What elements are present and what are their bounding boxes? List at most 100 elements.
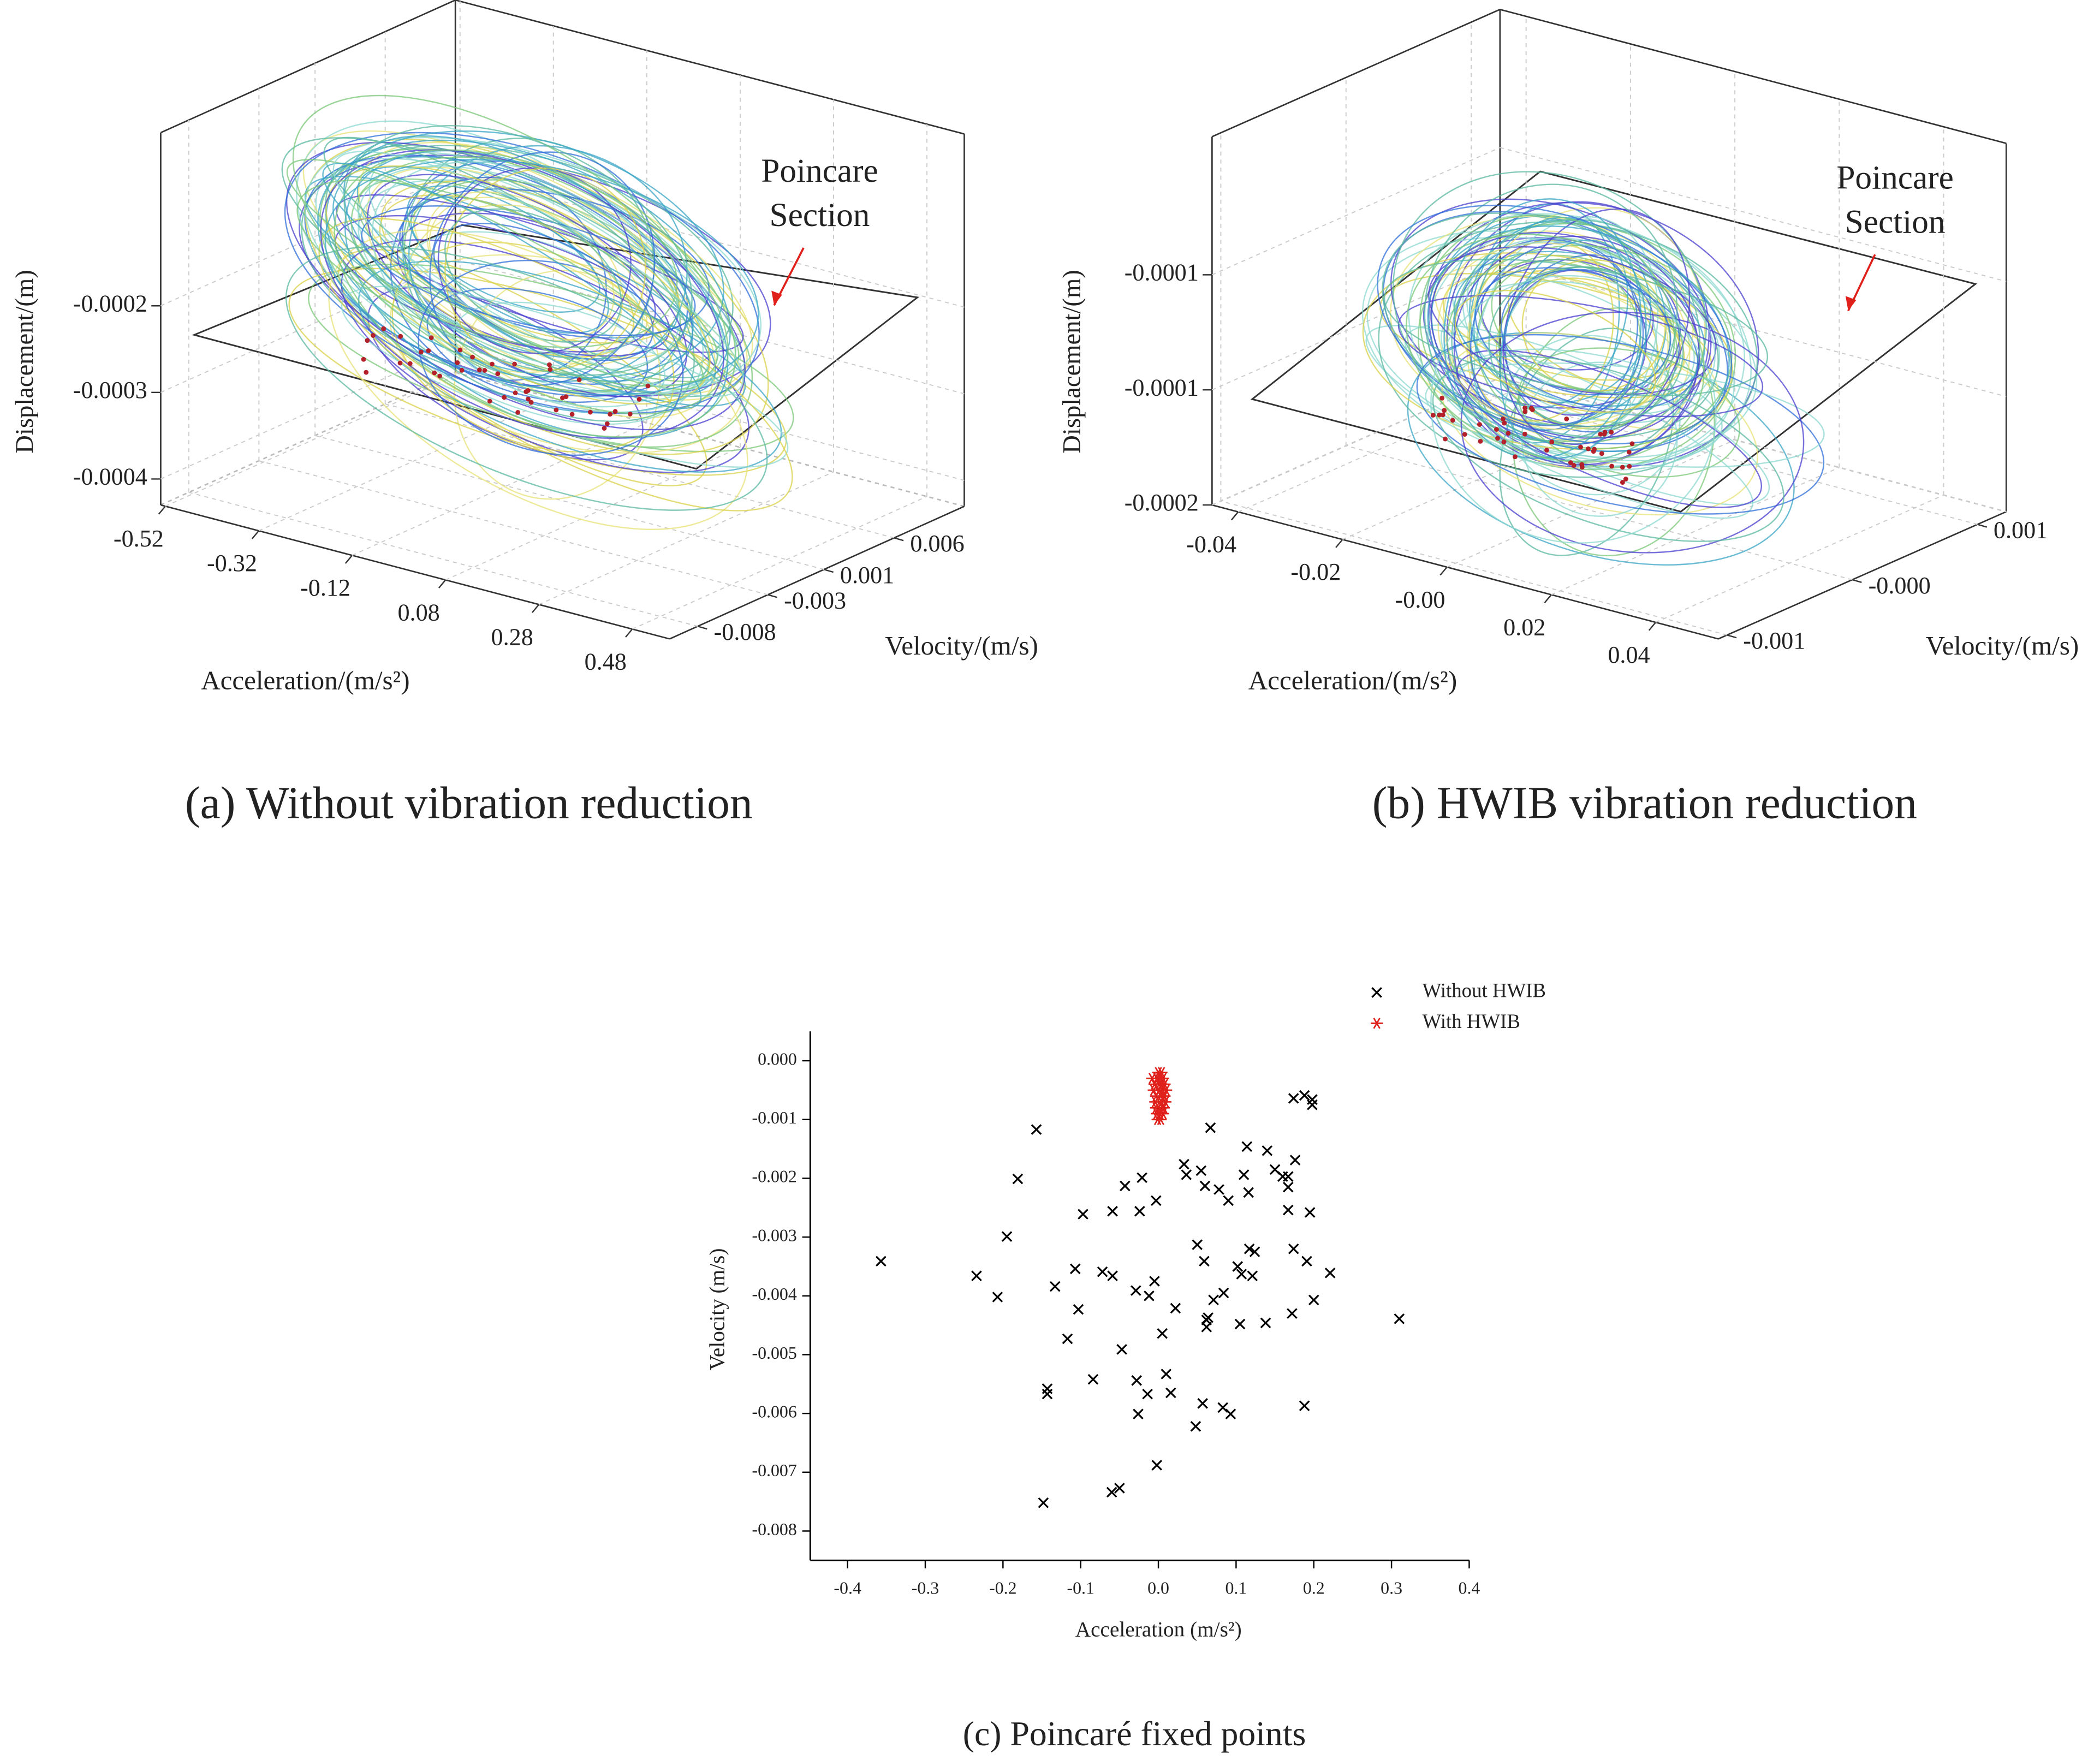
marker-stroke (1289, 1155, 1301, 1166)
section-point (1501, 439, 1507, 444)
marker-stroke (1158, 1067, 1165, 1078)
tick-mark (697, 626, 707, 630)
point (1031, 1124, 1042, 1135)
point (1149, 1276, 1160, 1287)
y-axis-title: Velocity/(m/s) (1926, 631, 2079, 661)
tick-mark (438, 579, 447, 588)
point (1371, 987, 1382, 998)
section-point (1501, 417, 1506, 421)
marker-stroke (1181, 1169, 1192, 1180)
grid-line (445, 447, 741, 581)
marker-stroke (1205, 1122, 1216, 1133)
marker-stroke (1243, 1187, 1254, 1198)
trajectory (328, 229, 748, 530)
section-point (1437, 412, 1442, 418)
marker-stroke (1373, 1018, 1381, 1029)
trajectory (304, 136, 762, 395)
trajectory (1424, 183, 1678, 442)
trajectory (1378, 221, 1758, 478)
x-tick-label: -0.3 (912, 1579, 939, 1598)
point (1217, 1402, 1228, 1413)
marker-stroke (1078, 1209, 1088, 1220)
marker-stroke (1238, 1169, 1250, 1180)
marker-stroke (1073, 1304, 1084, 1315)
marker-stroke (1042, 1388, 1053, 1400)
section-point (1627, 463, 1632, 469)
section-point (1530, 407, 1535, 413)
tick-mark (532, 604, 540, 613)
x-tick-label: 0.02 (1503, 614, 1545, 640)
section-point (523, 389, 529, 394)
point (1120, 1180, 1131, 1192)
z-tick-label: -0.0002 (1125, 489, 1199, 516)
grid-line (632, 496, 927, 630)
trajectory (343, 125, 693, 376)
section-point (419, 349, 424, 355)
marker-stroke (1260, 1317, 1271, 1329)
marker-stroke (1299, 1400, 1310, 1411)
z-tick-label: -0.0002 (73, 290, 147, 317)
section-point (397, 360, 403, 366)
marker-stroke (1137, 1172, 1147, 1184)
section-point (1544, 448, 1549, 453)
section-point (371, 333, 376, 338)
section-point (459, 367, 465, 373)
marker-stroke (1247, 1270, 1258, 1281)
marker-stroke (1150, 1195, 1162, 1206)
trajectory (358, 165, 681, 371)
marker-stroke (1151, 1460, 1162, 1471)
section-point (515, 410, 521, 415)
tick-mark (1544, 594, 1552, 603)
section-point (548, 367, 553, 372)
point (1012, 1173, 1024, 1185)
point (1137, 1172, 1147, 1184)
point (1161, 1369, 1172, 1380)
trajectory (1377, 204, 1733, 445)
x-tick-label: 0.48 (585, 648, 627, 675)
x-axis (160, 504, 670, 640)
section-point (1494, 427, 1499, 432)
legend-label: Without HWIB (1423, 979, 1546, 1002)
tick-mark (1727, 634, 1737, 639)
section-point (1506, 431, 1511, 436)
grid-line (160, 346, 456, 480)
marker-stroke (1097, 1266, 1108, 1277)
marker-stroke (1269, 1164, 1281, 1175)
marker-stroke (971, 1270, 982, 1281)
marker-stroke (1049, 1281, 1061, 1292)
trajectory (1473, 216, 1659, 465)
y-tick-label: -0.000 (1869, 572, 1931, 599)
marker-stroke (1155, 1078, 1163, 1090)
point (1133, 1408, 1144, 1420)
section-point (477, 367, 482, 372)
section-point (1564, 416, 1569, 421)
trajectory (288, 267, 787, 476)
marker-stroke (1304, 1207, 1316, 1218)
section-point (1502, 420, 1507, 426)
point (1097, 1266, 1108, 1277)
tick-mark (1648, 622, 1656, 631)
point (1155, 1114, 1167, 1125)
section-point (1440, 412, 1445, 418)
caption: (b) HWIB vibration reduction (1372, 778, 1917, 829)
box-edge (160, 371, 456, 506)
trajectory (368, 152, 737, 386)
tick-mark (344, 555, 353, 564)
marker-stroke (1012, 1173, 1024, 1185)
point (1038, 1497, 1049, 1508)
section-point (602, 426, 607, 431)
point (1288, 1093, 1299, 1104)
annotation: Section (770, 197, 870, 234)
x-tick-label: -0.12 (300, 574, 350, 601)
marker-stroke (1131, 1375, 1142, 1386)
marker-stroke (1152, 1102, 1160, 1114)
section-point (1495, 436, 1500, 441)
section-point (1629, 441, 1635, 447)
marker-stroke (1114, 1483, 1125, 1494)
marker-stroke (1159, 1108, 1167, 1120)
box-edge (1500, 8, 2007, 144)
section-point (1609, 430, 1614, 435)
point (1087, 1373, 1099, 1385)
x-tick-label: -0.00 (1395, 586, 1445, 613)
